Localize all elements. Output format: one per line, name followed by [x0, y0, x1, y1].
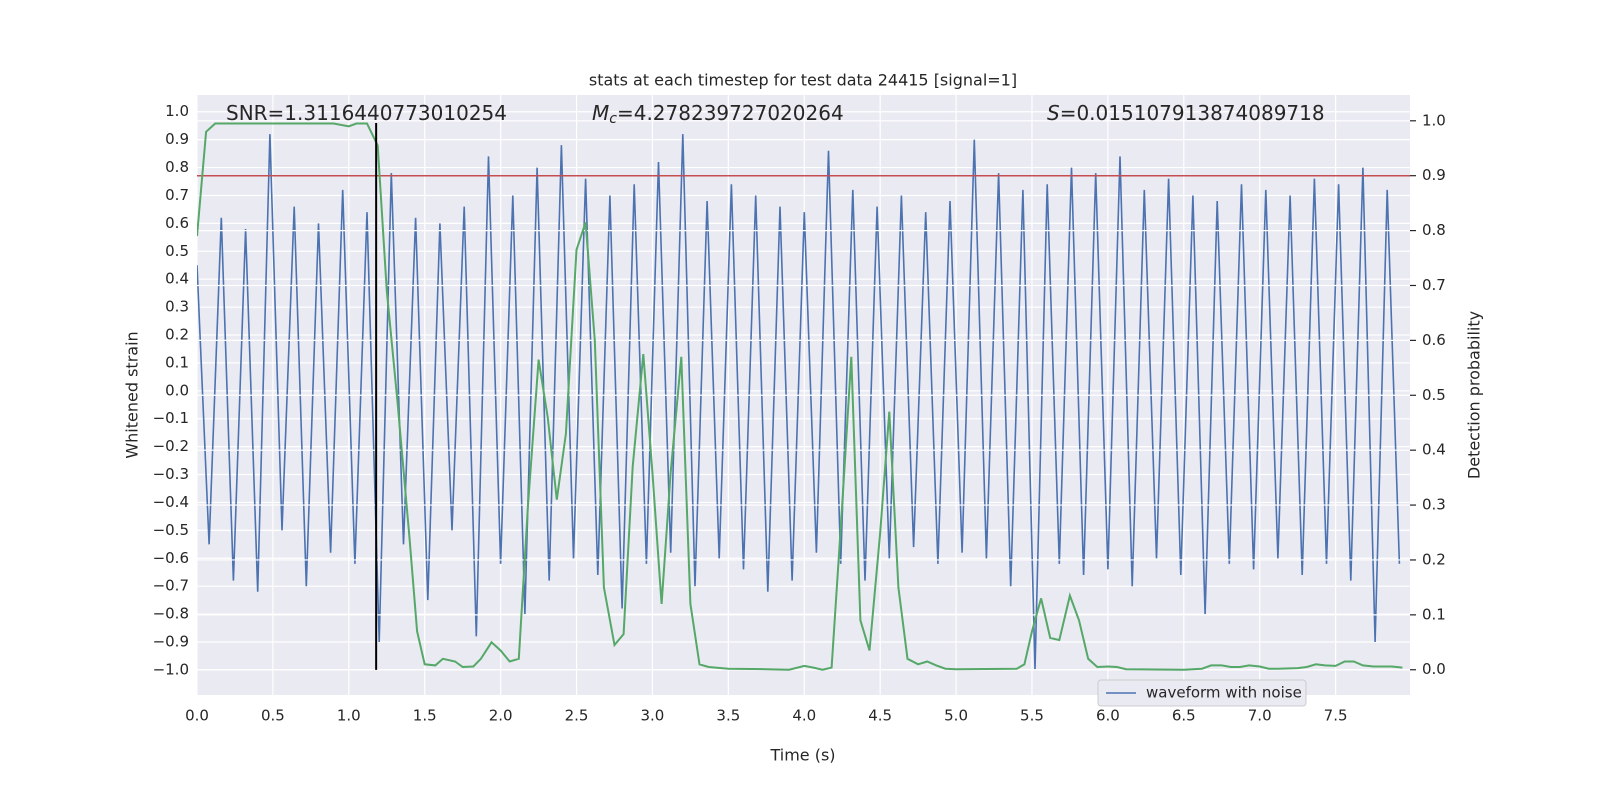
y-tick-label: −0.9: [153, 632, 189, 650]
y-tick-label: 0.9: [165, 130, 189, 148]
x-tick-label: 2.5: [565, 707, 589, 725]
series-line: [197, 122, 1403, 671]
y-tick-label: 0.2: [165, 326, 189, 344]
y-tick-label: −1.0: [153, 660, 189, 678]
y-tick-label: 1.0: [165, 102, 189, 120]
x-tick-label: 3.0: [641, 707, 665, 725]
x-tick-label: 2.0: [489, 707, 513, 725]
y2-tick-label: 0.3: [1422, 496, 1446, 514]
y-tick-label: 0.0: [165, 381, 189, 399]
y-tick-label: −0.7: [153, 577, 189, 595]
y2-tick-label: 0.8: [1422, 221, 1446, 239]
x-tick-label: 3.5: [716, 707, 740, 725]
y-tick-label: 0.6: [165, 214, 189, 232]
y-tick-label: −0.4: [153, 493, 189, 511]
y2-tick-label: 1.0: [1422, 111, 1446, 129]
y-tick-label: −0.2: [153, 437, 189, 455]
y2-tick-label: 0.0: [1422, 660, 1446, 678]
annotation-part: =0.015107913874089718: [1060, 101, 1325, 125]
y2-tick-label: 0.2: [1422, 550, 1446, 568]
y2-tick-label: 0.1: [1422, 605, 1446, 623]
x-tick-label: 7.5: [1324, 707, 1348, 725]
y-tick-label: 0.7: [165, 186, 189, 204]
y2-tick-label: 0.9: [1422, 166, 1446, 184]
y2-tick-label: 0.6: [1422, 331, 1446, 349]
y-axis-label: Whitened strain: [123, 331, 142, 458]
annotation-part: M: [592, 101, 609, 125]
y-tick-label: −0.8: [153, 605, 189, 623]
annotation-part: SNR=1.3116440773010254: [226, 101, 507, 125]
x-tick-label: 6.5: [1172, 707, 1196, 725]
x-tick-label: 0.5: [261, 707, 285, 725]
y2-tick-label: 0.4: [1422, 441, 1446, 459]
x-tick-label: 6.0: [1096, 707, 1120, 725]
y-tick-label: 0.3: [165, 298, 189, 316]
annotation: Mc=4.278239727020264: [592, 101, 844, 128]
annotation-part: S: [1047, 101, 1060, 125]
y-tick-label: −0.5: [153, 521, 189, 539]
y-tick-label: 0.8: [165, 158, 189, 176]
legend-box: [1097, 679, 1307, 707]
x-axis-label: Time (s): [769, 746, 835, 765]
annotation-part: =4.278239727020264: [617, 101, 844, 125]
x-tick-label: 4.5: [868, 707, 892, 725]
x-tick-label: 1.0: [337, 707, 361, 725]
series-line: [197, 134, 1401, 670]
annotation-part: c: [609, 111, 617, 127]
x-tick-label: 5.5: [1020, 707, 1044, 725]
y2-axis-label: Detection probability: [1465, 311, 1484, 479]
x-tick-label: 0.0: [185, 707, 209, 725]
x-tick-label: 5.0: [944, 707, 968, 725]
y2-tick-label: 0.7: [1422, 276, 1446, 294]
x-tick-label: 7.0: [1248, 707, 1272, 725]
y-tick-label: −0.6: [153, 549, 189, 567]
y-tick-label: 0.4: [165, 270, 189, 288]
y-tick-label: −0.1: [153, 409, 189, 427]
legend-label: waveform with noise: [1146, 684, 1302, 702]
x-tick-label: 1.5: [413, 707, 437, 725]
y-tick-label: 0.1: [165, 353, 189, 371]
y-tick-label: −0.3: [153, 465, 189, 483]
chart-title: stats at each timestep for test data 244…: [589, 71, 1017, 90]
y2-tick-label: 0.5: [1422, 386, 1446, 404]
annotation: S=0.015107913874089718: [1047, 101, 1325, 125]
y-tick-label: 0.5: [165, 242, 189, 260]
annotation: SNR=1.3116440773010254: [226, 101, 507, 125]
x-tick-label: 4.0: [792, 707, 816, 725]
